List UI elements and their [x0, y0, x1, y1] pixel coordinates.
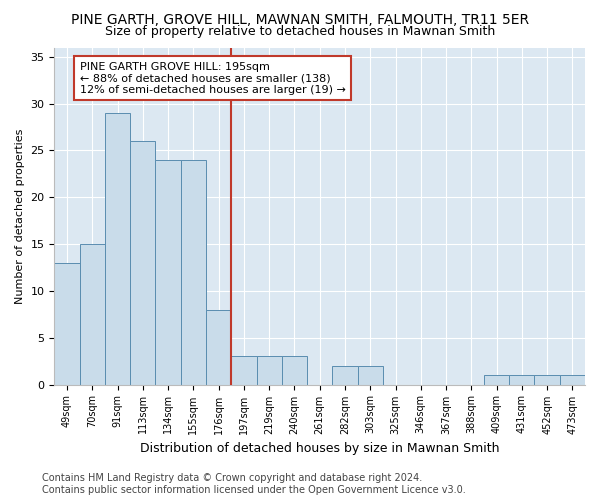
Text: PINE GARTH GROVE HILL: 195sqm
← 88% of detached houses are smaller (138)
12% of : PINE GARTH GROVE HILL: 195sqm ← 88% of d…: [80, 62, 346, 94]
Bar: [560, 375, 585, 384]
Bar: [105, 113, 130, 384]
Bar: [535, 375, 560, 384]
Bar: [130, 141, 155, 384]
Text: Contains HM Land Registry data © Crown copyright and database right 2024.
Contai: Contains HM Land Registry data © Crown c…: [42, 474, 466, 495]
Bar: [332, 366, 358, 384]
Bar: [282, 356, 307, 384]
Y-axis label: Number of detached properties: Number of detached properties: [15, 128, 25, 304]
Bar: [231, 356, 257, 384]
Bar: [358, 366, 383, 384]
Bar: [181, 160, 206, 384]
Bar: [55, 263, 80, 384]
Text: PINE GARTH, GROVE HILL, MAWNAN SMITH, FALMOUTH, TR11 5ER: PINE GARTH, GROVE HILL, MAWNAN SMITH, FA…: [71, 12, 529, 26]
Text: Size of property relative to detached houses in Mawnan Smith: Size of property relative to detached ho…: [105, 25, 495, 38]
Bar: [155, 160, 181, 384]
X-axis label: Distribution of detached houses by size in Mawnan Smith: Distribution of detached houses by size …: [140, 442, 499, 455]
Bar: [484, 375, 509, 384]
Bar: [80, 244, 105, 384]
Bar: [257, 356, 282, 384]
Bar: [206, 310, 231, 384]
Bar: [509, 375, 535, 384]
